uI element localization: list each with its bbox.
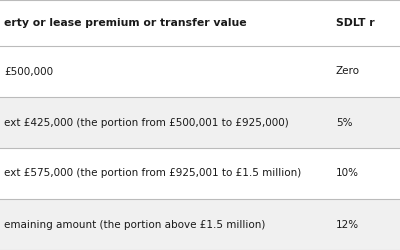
- Text: erty or lease premium or transfer value: erty or lease premium or transfer value: [4, 18, 247, 28]
- Text: ext £425,000 (the portion from £500,001 to £925,000): ext £425,000 (the portion from £500,001 …: [4, 118, 289, 128]
- Text: 5%: 5%: [336, 118, 352, 128]
- Text: SDLT r: SDLT r: [336, 18, 375, 28]
- Text: 10%: 10%: [336, 168, 359, 178]
- Bar: [0, 46, 400, 97]
- Text: emaining amount (the portion above £1.5 million): emaining amount (the portion above £1.5 …: [4, 220, 265, 230]
- Bar: [0, 97, 400, 148]
- Text: ext £575,000 (the portion from £925,001 to £1.5 million): ext £575,000 (the portion from £925,001 …: [4, 168, 301, 178]
- Bar: [0, 199, 400, 250]
- Bar: [0, 0, 400, 46]
- Text: £500,000: £500,000: [4, 66, 53, 76]
- Text: Zero: Zero: [336, 66, 360, 76]
- Text: 12%: 12%: [336, 220, 359, 230]
- Bar: [0, 148, 400, 199]
